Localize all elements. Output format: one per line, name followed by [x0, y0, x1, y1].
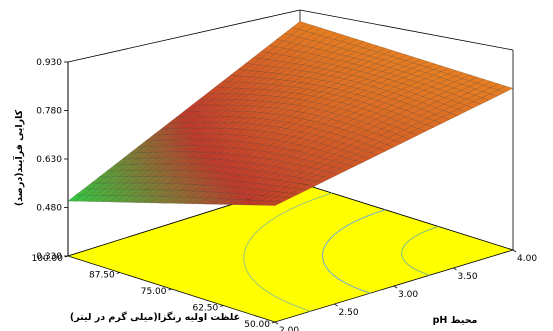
- x-tick-label: 3.50: [458, 272, 478, 282]
- x-tick-mark: [334, 303, 338, 307]
- floor-contour: [321, 209, 386, 294]
- x-tick-mark: [393, 285, 398, 289]
- y-tick-label: 87.50: [89, 271, 115, 281]
- z-tick-label: 0.330: [36, 252, 62, 262]
- floor-contour: [243, 192, 333, 312]
- surface-cell: [497, 85, 514, 93]
- floor-contour: [401, 226, 439, 276]
- y-axis-label: غلظت اولیه رنگزا(میلی گرم در لیتر): [70, 311, 240, 323]
- x-tick-label: 4.00: [517, 254, 537, 264]
- x-tick-label: 3.00: [398, 290, 418, 300]
- z-tick-label: 0.930: [36, 58, 62, 68]
- z-tick-label: 0.780: [36, 107, 62, 117]
- x-tick-mark: [453, 267, 457, 271]
- x-axis-label: pH محیط: [433, 315, 478, 326]
- z-tick-label: 0.480: [36, 204, 62, 214]
- contour-floor: [66, 182, 515, 323]
- x-tick-label: 2.50: [339, 308, 359, 318]
- y-tick-label: 50.00: [244, 320, 270, 330]
- top-left-edge: [67, 9, 301, 63]
- y-tick-label: 100.00: [32, 254, 64, 264]
- response-surface: [67, 21, 514, 206]
- z-tick-label: 0.630: [36, 155, 62, 165]
- y-tick-label: 62.50: [192, 304, 218, 314]
- y-tick-mark: [220, 305, 224, 307]
- x-tick-mark: [512, 249, 517, 253]
- y-tick-mark: [64, 255, 69, 258]
- y-tick-mark: [271, 321, 276, 324]
- axis-ticks: 0.930 0.780 0.630 0.480 0.330 50.00 62.50 75.00…: [32, 58, 538, 331]
- y-tick-mark: [116, 272, 120, 274]
- x-tick-label: 2.00: [279, 326, 299, 331]
- x-tick-mark: [274, 321, 279, 325]
- floor-plane: [66, 182, 515, 323]
- y-tick-label: 75.00: [141, 287, 167, 297]
- y-tick-mark: [168, 288, 172, 291]
- z-axis-label: کارایی فرآیند(درصد): [12, 109, 25, 206]
- top-right-edge: [299, 9, 514, 51]
